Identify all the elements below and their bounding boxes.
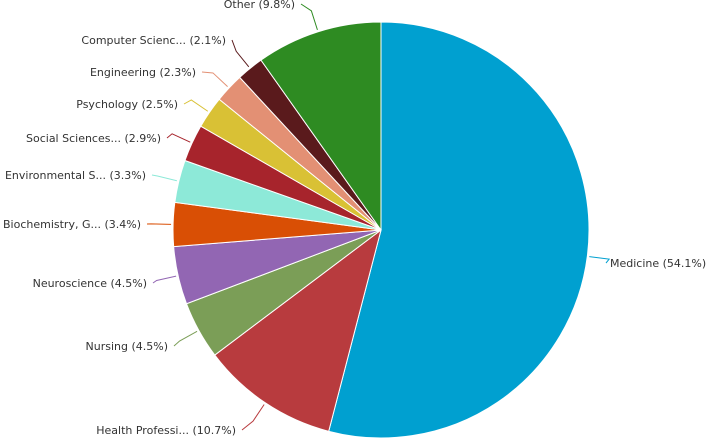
- slice-label: Psychology (2.5%): [76, 98, 178, 111]
- pie-slice: [214, 228, 382, 432]
- slice-label: Health Professi... (10.7%): [96, 424, 236, 437]
- pie-slice: [260, 21, 382, 232]
- slice-label: Neuroscience (4.5%): [33, 277, 147, 290]
- leader-line: [589, 256, 611, 264]
- slice-label: Engineering (2.3%): [90, 66, 196, 79]
- slice-label: Social Sciences... (2.9%): [26, 132, 161, 145]
- leader-line: [201, 71, 228, 87]
- leader-line: [166, 133, 191, 143]
- pie-slice: [328, 21, 590, 439]
- slice-label: Computer Scienc... (2.1%): [81, 34, 226, 47]
- leader-line: [241, 404, 265, 431]
- slice-label: Other (9.8%): [224, 0, 295, 11]
- leader-line: [231, 39, 250, 68]
- leader-line: [300, 3, 318, 31]
- leader-line: [173, 330, 198, 347]
- pie-slices: [172, 21, 590, 439]
- slice-label: Biochemistry, G... (3.4%): [3, 218, 141, 231]
- leader-line: [146, 223, 172, 225]
- pie-labels: Medicine (54.1%) Health Professi... (10.7…: [3, 0, 706, 437]
- slice-label: Nursing (4.5%): [86, 340, 169, 353]
- leader-line: [183, 99, 209, 112]
- leader-line: [152, 275, 177, 284]
- slice-label: Environmental S... (3.3%): [5, 169, 146, 182]
- leader-line: [151, 174, 177, 182]
- slice-label: Medicine (54.1%): [610, 257, 706, 270]
